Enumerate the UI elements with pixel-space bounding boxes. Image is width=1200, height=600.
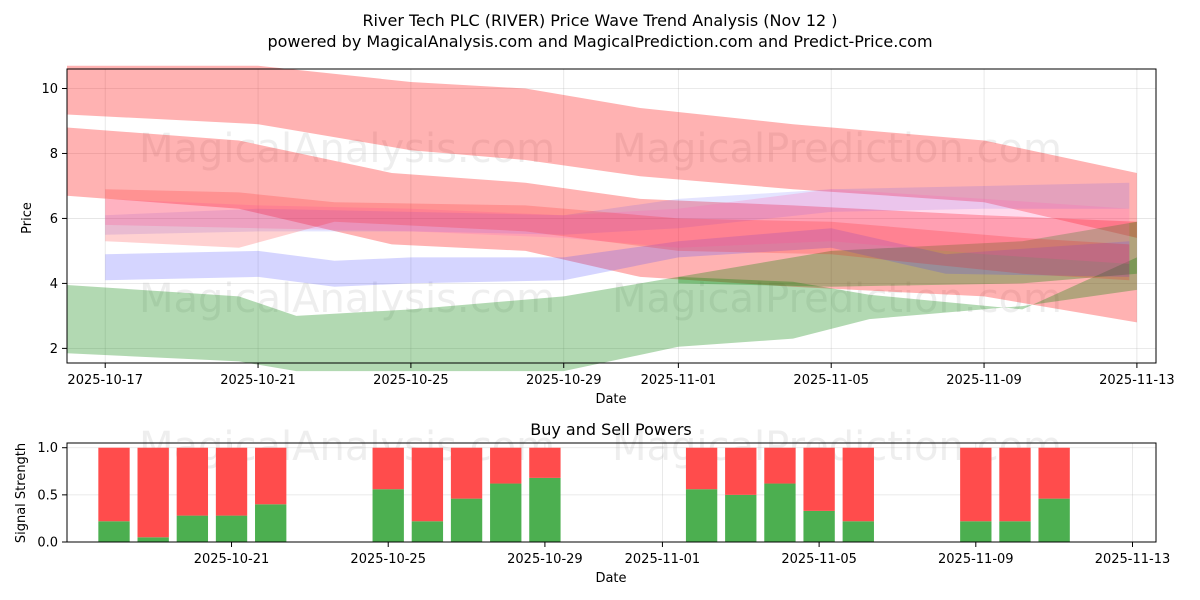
- price-y-tick-label: 10: [41, 82, 58, 97]
- buy-bar: [725, 494, 757, 542]
- price-x-tick-label: 2025-11-05: [793, 373, 869, 388]
- band-lower-green-band: [67, 257, 1137, 372]
- band-mid-red-band: [67, 127, 1137, 323]
- buy-bar: [529, 477, 561, 542]
- sell-bar: [842, 447, 874, 522]
- price-x-tick-label: 2025-11-09: [946, 373, 1022, 388]
- buy-bar: [764, 483, 796, 542]
- watermark-analysis-mid: MagicalAnalysis.com: [139, 276, 555, 322]
- band-upper-red-band: [67, 65, 1137, 238]
- power-y-tick-label: 0.0: [37, 536, 58, 551]
- power-y-label: Signal Strength: [14, 443, 29, 543]
- band-brown-band: [678, 221, 1137, 287]
- power-x-tick-label: 2025-10-25: [350, 552, 426, 567]
- price-x-tick-label: 2025-10-17: [67, 373, 143, 388]
- price-chart-watermarks: MagicalAnalysis.com MagicalPrediction.co…: [139, 126, 1062, 470]
- power-plot-frame: [66, 442, 1157, 543]
- buy-bar: [411, 521, 444, 542]
- power-x-tick-label: 2025-10-29: [507, 552, 583, 567]
- power-x-tick-label: 2025-11-13: [1095, 552, 1171, 567]
- price-x-tick-label: 2025-10-29: [526, 373, 602, 388]
- sell-bar: [215, 447, 248, 516]
- power-x-tick-label: 2025-11-05: [781, 552, 857, 567]
- buy-bar: [803, 510, 835, 542]
- sell-bar: [529, 447, 561, 478]
- buy-bar: [450, 498, 483, 542]
- sell-bar: [137, 447, 169, 538]
- buy-bar: [255, 504, 287, 542]
- sell-bar: [725, 447, 757, 495]
- power-y-ticks: 0.0 0.5 1.0: [37, 441, 67, 551]
- sell-bar: [764, 447, 796, 484]
- band-blue-band-bottom: [105, 228, 1130, 287]
- power-x-label: Date: [595, 571, 626, 586]
- price-grid: [67, 69, 1156, 363]
- buy-bar: [98, 521, 130, 542]
- power-y-tick-label: 0.5: [37, 488, 58, 503]
- chart-title: River Tech PLC (RIVER) Price Wave Trend …: [362, 11, 837, 30]
- buy-bar: [1038, 498, 1070, 542]
- watermark-prediction-top: MagicalPrediction.com: [612, 126, 1062, 172]
- band-pink-band: [105, 189, 1130, 264]
- sell-bar: [411, 447, 444, 522]
- price-y-tick-label: 8: [50, 147, 58, 162]
- sell-bar: [999, 447, 1031, 522]
- buy-bar: [137, 537, 169, 542]
- sell-bar: [450, 447, 483, 499]
- buy-bar: [215, 515, 248, 542]
- power-x-tick-label: 2025-11-01: [625, 552, 701, 567]
- sell-bar: [98, 447, 130, 522]
- price-y-ticks: 2 4 6 8 10: [41, 82, 67, 357]
- buy-bar: [960, 521, 992, 542]
- buy-bar: [372, 489, 404, 542]
- watermark-analysis-top: MagicalAnalysis.com: [139, 126, 555, 172]
- band-blue-band-top: [105, 182, 1130, 235]
- price-x-tick-label: 2025-11-13: [1099, 373, 1175, 388]
- watermark-analysis-bottom: MagicalAnalysis.com: [139, 424, 555, 470]
- chart-subtitle: powered by MagicalAnalysis.com and Magic…: [267, 32, 932, 51]
- buy-bar: [490, 483, 522, 542]
- sell-bar: [803, 447, 835, 511]
- buy-bar: [999, 521, 1031, 542]
- price-x-tick-label: 2025-11-01: [641, 373, 717, 388]
- price-bands: [67, 65, 1137, 372]
- price-x-label: Date: [595, 392, 626, 407]
- price-x-tick-label: 2025-10-25: [373, 373, 449, 388]
- power-x-tick-label: 2025-10-21: [194, 552, 270, 567]
- price-y-tick-label: 6: [50, 212, 58, 227]
- power-chart-title: Buy and Sell Powers: [530, 420, 692, 439]
- sell-bar: [372, 447, 404, 490]
- price-x-ticks: 2025-10-17 2025-10-21 2025-10-25 2025-10-29…: [67, 363, 1175, 388]
- price-y-tick-label: 4: [50, 277, 58, 292]
- watermark-prediction-mid: MagicalPrediction.com: [612, 276, 1062, 322]
- buy-bar: [842, 521, 874, 542]
- sell-bar: [255, 447, 287, 505]
- sell-bar: [490, 447, 522, 484]
- price-y-label: Price: [20, 202, 35, 234]
- price-x-tick-label: 2025-10-21: [220, 373, 296, 388]
- power-y-tick-label: 1.0: [37, 441, 58, 456]
- buy-bar: [685, 489, 718, 542]
- power-x-tick-label: 2025-11-09: [938, 552, 1014, 567]
- band-light-red-band: [105, 189, 1130, 281]
- price-plot-frame: [66, 68, 1157, 364]
- buy-bar: [176, 515, 209, 542]
- sell-bar: [960, 447, 992, 522]
- sell-bar: [176, 447, 209, 516]
- sell-bar: [1038, 447, 1070, 499]
- power-x-ticks: 2025-10-21 2025-10-25 2025-10-29 2025-11-01…: [194, 542, 1171, 567]
- price-y-tick-label: 2: [50, 342, 58, 357]
- sell-bar: [685, 447, 718, 490]
- power-bars: [98, 447, 1070, 542]
